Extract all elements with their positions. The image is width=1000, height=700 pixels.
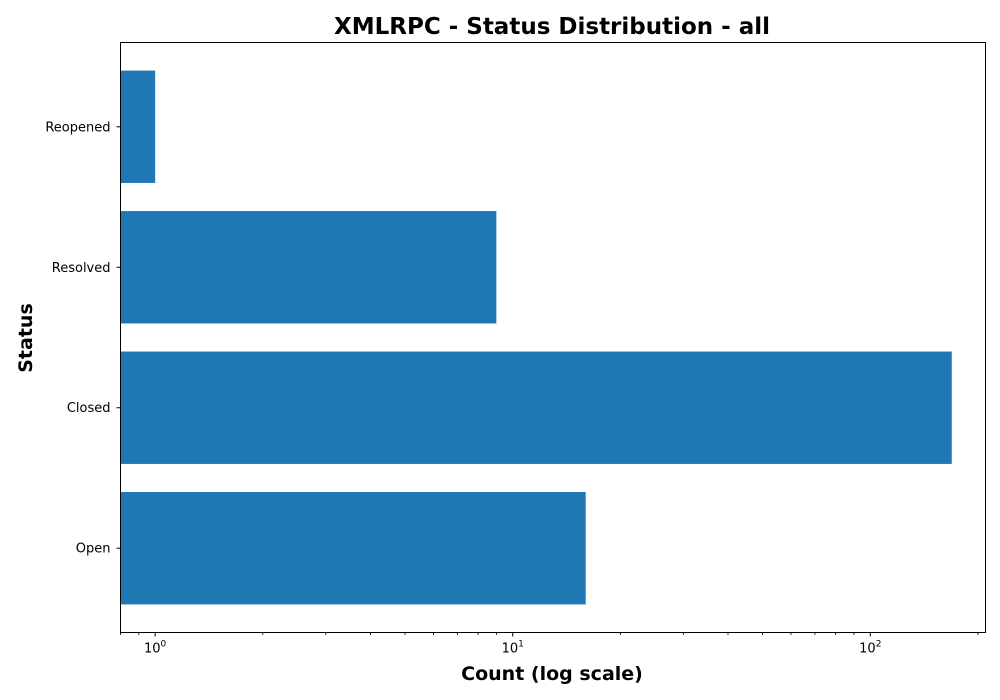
- bar-closed: [120, 351, 952, 464]
- x-tick-label-10: 101: [502, 640, 524, 657]
- x-tick-label-base: 10: [859, 642, 876, 657]
- x-tick-label-exponent: 2: [876, 640, 882, 650]
- chart-title: XMLRPC - Status Distribution - all: [334, 14, 770, 40]
- y-axis-label: Status: [15, 303, 37, 373]
- plot-frame: [120, 42, 986, 633]
- x-tick-label-exponent: 0: [161, 640, 167, 650]
- y-axis-ticks: Open Closed Resolved Reopened: [45, 120, 121, 557]
- y-tick-label-open: Open: [76, 542, 111, 557]
- x-tick-label-base: 10: [502, 642, 519, 657]
- x-tick-label-base: 10: [144, 642, 161, 657]
- bar-group: [120, 70, 952, 605]
- bar-open: [120, 492, 586, 605]
- x-axis-label: Count (log scale): [461, 663, 643, 685]
- x-tick-label-1: 100: [144, 640, 167, 657]
- y-tick-label-resolved: Resolved: [52, 261, 111, 276]
- y-tick-label-closed: Closed: [67, 401, 111, 416]
- x-tick-label-exponent: 1: [518, 640, 524, 650]
- y-tick-label-reopened: Reopened: [45, 120, 110, 135]
- bar-reopened: [120, 70, 156, 183]
- x-axis-ticks: 100 101 102: [120, 632, 979, 657]
- bar-resolved: [120, 211, 497, 324]
- x-tick-label-100: 102: [859, 640, 881, 657]
